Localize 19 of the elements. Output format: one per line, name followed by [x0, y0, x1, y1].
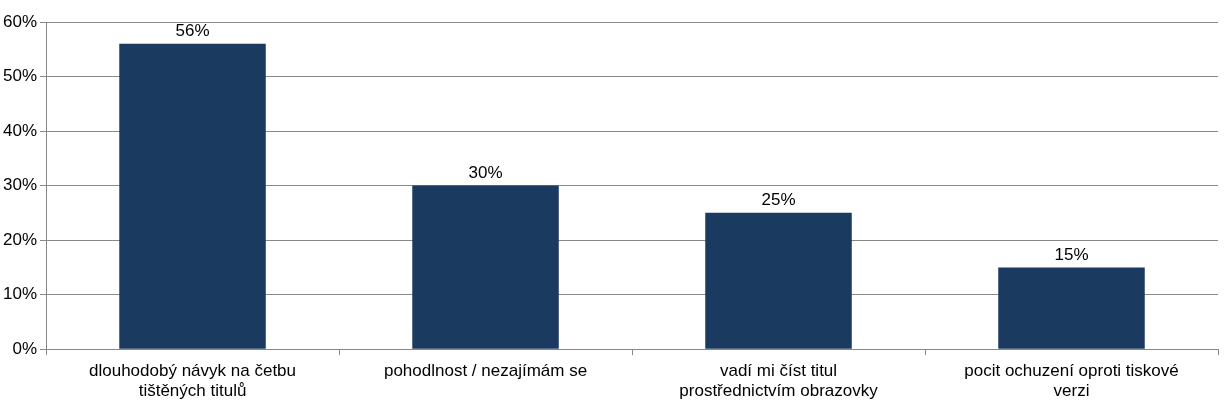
bar	[998, 267, 1145, 349]
y-tick-label: 40%	[2, 120, 38, 140]
y-tick-label: 60%	[2, 11, 38, 31]
x-tick-label: pocit ochuzení oproti tiskové verzi	[964, 361, 1179, 401]
bar	[705, 212, 852, 349]
data-label: 30%	[468, 162, 503, 182]
bar	[412, 185, 559, 349]
data-label: 56%	[175, 21, 210, 40]
y-tick-label: 10%	[2, 284, 38, 304]
y-tick-label: 20%	[2, 229, 38, 249]
x-tick-label: dlouhodobý návyk na četbu tištěných titulů	[89, 361, 297, 401]
x-tick-label: vadí mi číst titul prostřednictvím obrazovky	[679, 361, 879, 401]
y-tick-label: 0%	[12, 338, 38, 358]
data-label: 15%	[1054, 244, 1089, 264]
x-tick-label: pohodlnost / nezajímám se	[383, 361, 588, 381]
y-tick-label: 30%	[2, 175, 38, 195]
data-label: 25%	[761, 190, 796, 210]
bar	[119, 43, 266, 349]
y-tick-label: 50%	[2, 66, 38, 86]
